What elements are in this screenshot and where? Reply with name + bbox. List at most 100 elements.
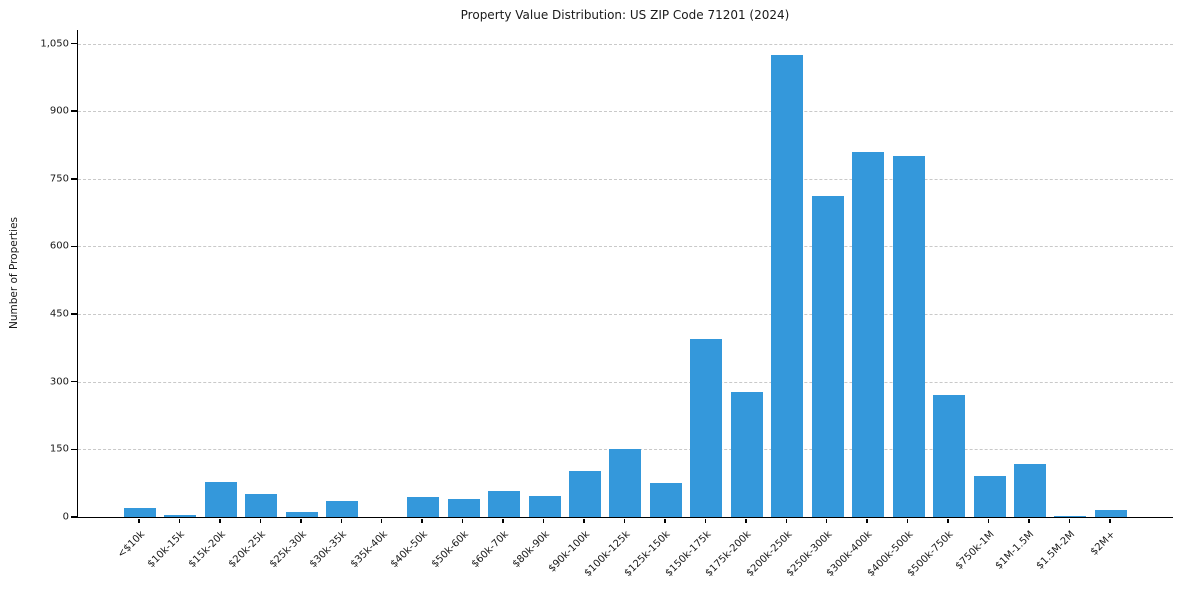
y-tick-label: 750 <box>49 173 69 185</box>
x-tick-slot <box>447 518 479 523</box>
x-tick-mark <box>340 518 343 523</box>
x-tick-mark <box>785 518 787 523</box>
x-tick-slot <box>568 518 600 523</box>
x-label-slot: $1M-1.5M <box>994 523 1045 590</box>
x-tick-mark <box>1109 518 1111 523</box>
x-tick-label: $2M+ <box>1088 528 1118 558</box>
histogram-bar <box>285 511 318 517</box>
x-label-slot: $90k-100k <box>546 523 600 590</box>
x-label-slot: $40k-50k <box>389 523 438 590</box>
y-axis-label: Number of Properties <box>8 216 20 330</box>
x-tick-marks-layer <box>77 518 1172 523</box>
x-tick-mark <box>906 518 909 523</box>
histogram-bar <box>1054 515 1087 517</box>
histogram-bar <box>204 481 237 517</box>
y-tick-mark <box>71 313 77 315</box>
x-tick-slot <box>1013 518 1045 523</box>
x-tick-slot <box>892 518 924 523</box>
gridline <box>78 178 1173 180</box>
y-tick-label: 0 <box>62 511 69 523</box>
gridline <box>78 381 1173 383</box>
x-tick-mark <box>502 518 504 523</box>
histogram-bar <box>973 476 1006 517</box>
y-tick-mark <box>71 110 77 112</box>
x-tick-slot <box>851 518 883 523</box>
y-tick-mark <box>71 245 77 248</box>
x-tick-mark <box>1068 518 1071 523</box>
x-tick-mark <box>745 518 747 523</box>
x-tick-mark <box>1028 518 1030 523</box>
x-tick-mark <box>461 518 464 523</box>
x-tick-mark <box>178 518 181 523</box>
histogram-bar <box>933 395 966 517</box>
x-tick-slot <box>487 518 519 523</box>
y-tick-mark <box>71 380 77 383</box>
x-tick-mark <box>380 518 383 523</box>
histogram-bar <box>609 449 642 517</box>
y-tick-label: 450 <box>49 308 69 320</box>
x-label-slot: $80k-90k <box>510 523 560 590</box>
histogram-bar <box>124 507 156 517</box>
x-tick-slot <box>163 518 195 523</box>
x-tick-slot <box>1094 518 1126 523</box>
histogram-bar <box>852 151 885 517</box>
histogram-bar <box>1094 510 1127 517</box>
gridline <box>78 246 1173 248</box>
x-label-slot: $1.5M-2M <box>1034 523 1085 590</box>
x-tick-slot <box>285 518 317 523</box>
x-label-slot: $175k-200k <box>704 523 762 590</box>
x-tick-mark <box>300 518 302 523</box>
x-tick-mark <box>138 518 140 523</box>
histogram-bar <box>811 195 844 517</box>
x-label-slot: $200k-250k <box>744 523 802 590</box>
x-tick-slot <box>123 518 155 523</box>
plot-area: 0 150 300 450 600 750 900 1,050 <box>40 30 1173 523</box>
x-label-slot: $10k-15k <box>146 523 195 590</box>
x-tick-slot <box>973 518 1005 523</box>
y-tick-label: 900 <box>49 105 69 117</box>
histogram-bar <box>690 338 723 517</box>
histogram-bar <box>447 498 480 517</box>
x-tick-mark <box>866 518 868 523</box>
bars-layer <box>78 30 1173 517</box>
histogram-bar <box>649 483 682 517</box>
histogram-bar <box>730 391 763 517</box>
x-label-slot: $30k-35k <box>308 523 357 590</box>
y-tick-label: 300 <box>49 376 69 388</box>
histogram-bar <box>488 491 521 517</box>
x-tick-mark <box>825 518 828 523</box>
x-label-slot: $300k-400k <box>825 523 883 590</box>
histogram-bar <box>164 514 197 517</box>
histogram-bar <box>771 54 804 517</box>
x-tick-mark <box>664 518 666 523</box>
x-tick-slot <box>689 518 721 523</box>
histogram-bar <box>1013 463 1046 517</box>
x-label-slot: $20k-25k <box>227 523 276 590</box>
chart-title: Property Value Distribution: US ZIP Code… <box>460 8 790 22</box>
x-label-slot: $500k-750k <box>906 523 964 590</box>
x-tick-mark <box>623 518 626 523</box>
histogram-bar <box>568 471 601 517</box>
histogram-bar <box>528 496 561 517</box>
y-tick-mark <box>71 448 77 451</box>
gridline <box>78 111 1173 113</box>
gridline <box>78 314 1173 316</box>
x-tick-label: <$10k <box>115 528 147 560</box>
histogram-bar <box>892 156 925 517</box>
x-tick-slot <box>730 518 762 523</box>
y-tick-mark <box>71 178 77 180</box>
x-tick-mark <box>542 518 545 523</box>
x-tick-mark <box>947 518 949 523</box>
x-tick-mark <box>421 518 423 523</box>
x-tick-labels-layer: <$10k $10k-15k $15k-20k $20k-25k $25k-30k $30… <box>77 523 1172 590</box>
histogram-bar <box>245 493 278 517</box>
x-label-slot: $125k-150k <box>623 523 681 590</box>
x-axis: <$10k $10k-15k $15k-20k $20k-25k $25k-30k $30… <box>77 518 1172 590</box>
y-tick-mark <box>71 516 77 518</box>
x-tick-slot <box>406 518 438 523</box>
x-tick-mark <box>583 518 585 523</box>
x-tick-slot <box>325 518 357 523</box>
y-tick-mark <box>71 42 77 45</box>
x-tick-slot <box>528 518 560 523</box>
